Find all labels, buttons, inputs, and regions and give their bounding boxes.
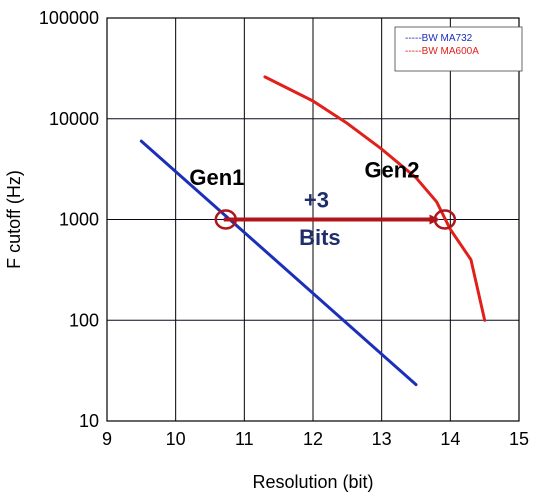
y-tick-label: 10: [79, 411, 99, 431]
x-tick-label: 9: [102, 429, 112, 449]
x-tick-label: 12: [303, 429, 323, 449]
legend-entry-1: -----BW MA732: [405, 33, 473, 44]
x-tick-label: 14: [440, 429, 460, 449]
highlight-circle-1: [214, 209, 238, 230]
marker-layer: [214, 209, 457, 230]
annotation-gen2: Gen2: [364, 158, 419, 183]
legend-entry-2: -----BW MA600A: [405, 46, 479, 57]
x-tick-label: 15: [509, 429, 529, 449]
annotation-3: +3: [304, 187, 329, 212]
y-axis-title: F cutoff (Hz): [4, 170, 24, 269]
series-line-2: [263, 75, 487, 322]
legend-box: [394, 26, 523, 72]
series-line-1: [139, 139, 418, 387]
series-layer: [139, 75, 487, 387]
x-tick-label: 13: [372, 429, 392, 449]
y-tick-label: 100: [69, 310, 99, 330]
y-tick-label: 1000: [59, 210, 99, 230]
plot-frame: [106, 17, 520, 422]
x-tick-label: 10: [166, 429, 186, 449]
annotation-bits: Bits: [299, 225, 341, 250]
x-tick-label: 11: [235, 429, 254, 449]
x-axis-title: Resolution (bit): [252, 472, 373, 492]
y-tick-label: 100000: [39, 8, 99, 28]
highlight-circle-2: [433, 209, 457, 230]
annotations: Gen1 Gen2 +3 Bits: [189, 158, 419, 250]
y-tick-label: 10000: [49, 109, 99, 129]
legend: -----BW MA732 -----BW MA600A: [394, 26, 523, 72]
annotation-gen1: Gen1: [189, 165, 244, 190]
